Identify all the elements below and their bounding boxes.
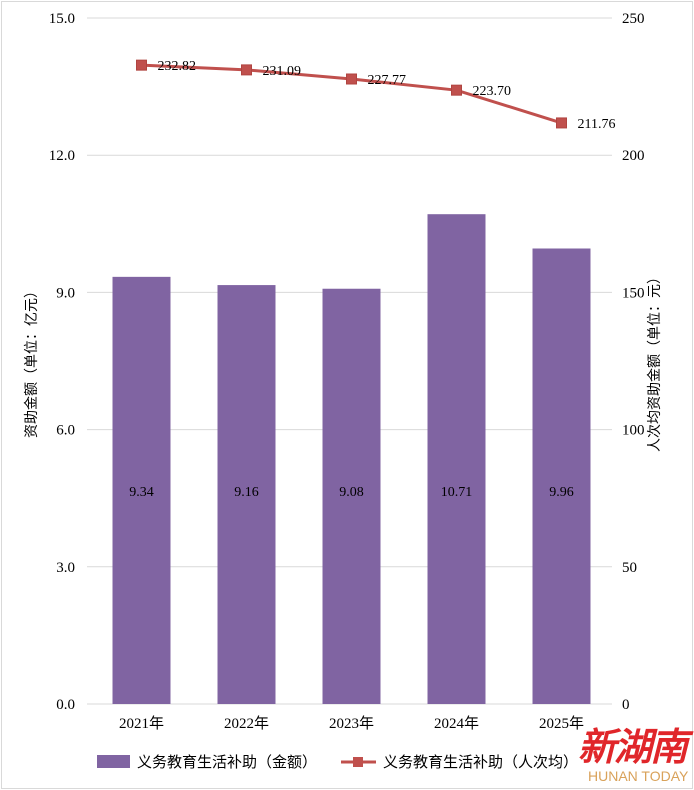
line-value-label: 227.77 [368,73,407,88]
bar [112,276,171,704]
line-marker [556,117,567,129]
y-left-tick-label: 3.0 [56,560,75,576]
x-tick-label: 2024年 [434,715,479,732]
y-left-axis-title: 资助金额（单位：亿元） [24,284,40,438]
bar-value-label: 9.96 [549,485,574,500]
x-tick-label: 2025年 [539,715,584,732]
bar-value-label: 9.34 [129,485,154,500]
y-left-tick-label: 12.0 [49,148,75,164]
legend-bar-swatch [97,755,130,768]
bar [322,288,381,704]
x-tick-label: 2023年 [329,715,374,732]
x-tick-label: 2021年 [119,715,164,732]
line-value-label: 211.76 [578,117,616,132]
legend-line-marker [353,757,363,767]
line-marker [346,73,357,85]
legend-bar-label: 义务教育生活补助（金额） [137,754,317,771]
y-right-tick-label: 250 [622,11,645,27]
bar [217,285,276,704]
y-right-tick-label: 0 [622,697,630,713]
line-value-label: 232.82 [158,59,197,74]
hunan-today-logo: 新湖南 HUNAN TODAY [578,716,690,786]
legend-line-label: 义务教育生活补助（人次均） [383,754,578,771]
line-marker [136,59,147,71]
y-right-axis-title: 人次均资助金额（单位：元） [647,270,663,452]
y-left-tick-label: 15.0 [49,11,75,27]
y-left-tick-label: 6.0 [56,423,75,439]
y-right-tick-label: 150 [622,285,645,301]
bar [427,214,486,705]
logo-cn: 新湖南 [578,724,688,769]
bar [532,248,591,704]
logo-en: HUNAN TODAY [588,768,689,784]
y-right-tick-label: 50 [622,560,637,576]
y-left-tick-label: 9.0 [56,285,75,301]
bar-value-label: 9.16 [234,485,259,500]
x-tick-label: 2022年 [224,715,269,732]
line-marker [241,64,252,76]
y-right-tick-label: 100 [622,423,645,439]
line-value-label: 223.70 [473,84,512,99]
line-marker [451,84,462,96]
bar-value-label: 9.08 [339,485,364,500]
y-right-tick-label: 200 [622,148,645,164]
y-left-tick-label: 0.0 [56,697,75,713]
bar-value-label: 10.71 [441,485,473,500]
line-value-label: 231.09 [263,64,302,79]
